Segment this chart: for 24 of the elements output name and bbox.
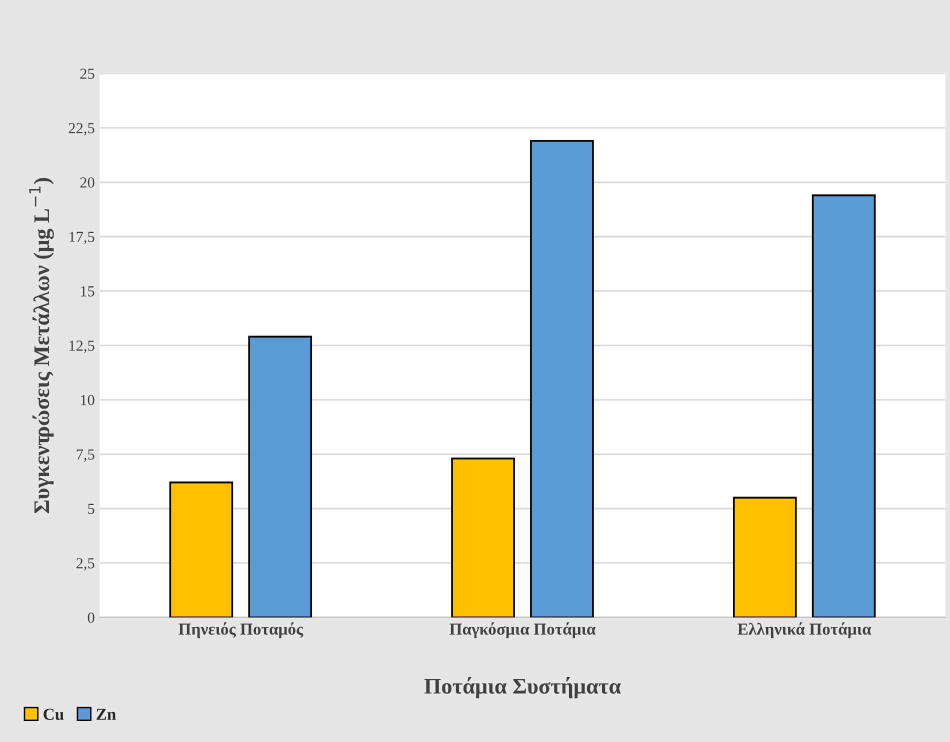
y-tick-label: 0 [88,612,94,623]
x-tick-label: Ελληνικά Ποτάμια [738,622,872,638]
y-tick-label: 2,5 [76,558,94,571]
bar [451,458,515,618]
y-axis-title: Συγκεντρώσεις Μετάλλων (μg L$^{−1}$) [29,178,54,514]
x-tick-label: Παγκόσμια Ποτάμια [450,622,596,638]
y-tick-label: 7,5 [76,449,94,462]
bar [169,482,234,618]
legend-label: Zn [96,708,116,720]
y-tick-label: 22,5 [68,123,94,136]
y-tick-label: 5 [88,504,94,514]
bar [248,336,312,618]
bar [732,496,797,618]
y-tick-label: 20 [80,177,94,188]
y-tick-label: 17,5 [69,232,94,244]
y-tick-label: 10 [80,394,94,406]
x-tick-label: Πηνειός Ποταμός [178,622,304,638]
y-tick-label: 25 [80,68,94,79]
bar [530,140,594,618]
y-tick-label: 15 [80,286,94,296]
bar [812,194,876,618]
y-tick-label: 12,5 [69,340,94,354]
legend-label: Cu [44,708,64,720]
x-axis-title: Ποτάμια Συστήματα [424,677,621,698]
